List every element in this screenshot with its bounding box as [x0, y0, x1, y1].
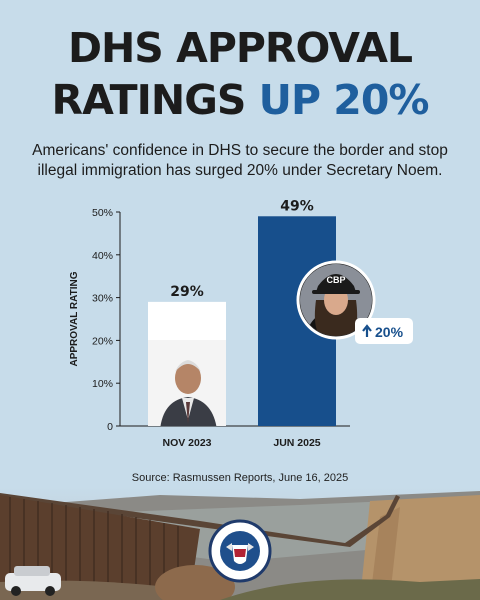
title-highlight: UP 20%: [258, 76, 430, 124]
person-photo-2023: [148, 340, 226, 427]
y-tick-label: 0: [107, 421, 113, 433]
page-title-line-2: RATINGS UP 20%: [0, 77, 480, 124]
y-axis-label: APPROVAL RATING: [69, 271, 80, 366]
border-scene: [0, 487, 480, 600]
badge-label: 20%: [375, 324, 404, 340]
title-prefix: RATINGS: [51, 76, 259, 124]
y-tick-label: 20%: [92, 335, 113, 347]
bar-data-label: 49%: [280, 198, 314, 214]
bar-chart: 0 10% 20% 30% 40% 50% APPROVAL RATING NOV 2023 J…: [69, 198, 413, 449]
cap-text: CBP: [326, 275, 345, 285]
x-category-label: NOV 2023: [162, 437, 211, 449]
subtitle-line-1: Americans' confidence in DHS to secure t…: [32, 142, 448, 159]
y-tick-label: 50%: [92, 207, 113, 219]
subtitle-line-2: illegal immigration has surged 20% under…: [37, 162, 443, 179]
increase-badge: 20%: [355, 318, 413, 344]
y-tick-label: 10%: [92, 378, 113, 390]
person-photo-2025: CBP: [296, 260, 376, 340]
y-tick-label: 30%: [92, 293, 113, 305]
dhs-seal-icon: [208, 519, 272, 583]
source-note: Source: Rasmussen Reports, June 16, 2025: [131, 472, 349, 484]
arrow-up-icon: [362, 324, 372, 337]
page-title-line-1: DHS APPROVAL: [67, 24, 413, 72]
bar-data-label: 29%: [170, 284, 204, 300]
y-tick-label: 40%: [92, 250, 113, 262]
x-category-label: JUN 2025: [273, 437, 320, 449]
subtitle: Americans' confidence in DHS to secure t…: [10, 141, 470, 181]
